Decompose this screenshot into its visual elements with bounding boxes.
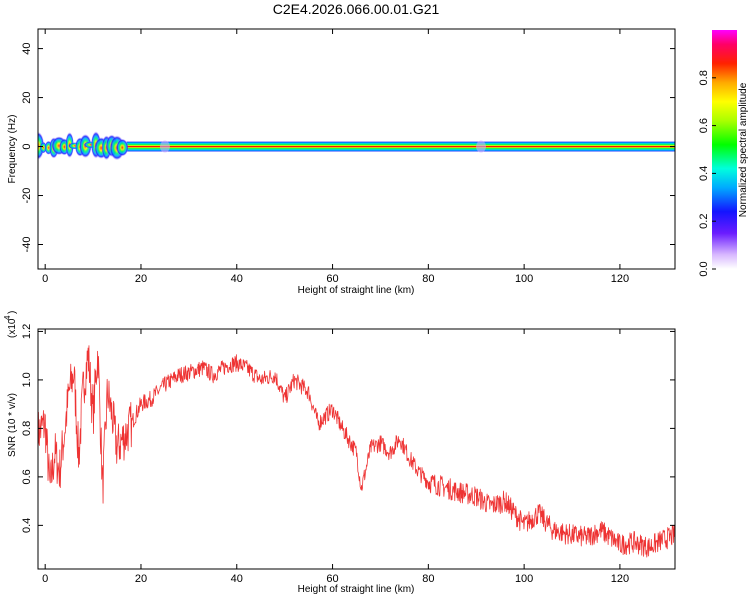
spectrogram-y-axis: -40 -20 0 20 40	[21, 42, 675, 252]
snr-y-tick-label: 0.6	[21, 469, 33, 484]
chart-title: C2E4.2026.066.00.01.G21	[273, 1, 440, 17]
snr-x-tick-label: 20	[135, 573, 147, 585]
spectrogram-y-tick-label: 40	[21, 42, 33, 54]
snr-y-axis: 0.4 0.6 0.8 1.0 1.2	[21, 324, 675, 533]
spectrogram-x-tick-label: 0	[42, 273, 48, 285]
spectrogram-y-tick-label: -40	[21, 237, 33, 253]
colorbar-tick-label: 0.4	[698, 166, 710, 181]
spectrogram-panel: 0 20 40 60 80 100 120 -40 -20 0 20 40 Height of st…	[7, 28, 676, 296]
snr-x-tick-label: 120	[611, 573, 629, 585]
colorbar: 0.0 0.2 0.4 0.6 0.8 Normalized spectral ampl…	[698, 30, 749, 277]
spectrogram-halo	[159, 140, 170, 153]
snr-panel: 0 20 40 60 80 100 120 0.4 0.6 0.8 1.0 1.2 Height o…	[3, 311, 676, 595]
snr-x-tick-label: 100	[515, 573, 533, 585]
snr-y-label: SNR (10 * v/v)	[7, 393, 18, 457]
colorbar-gradient	[712, 30, 737, 269]
colorbar-tick-label: 0.0	[698, 261, 710, 276]
snr-x-tick-label: 80	[422, 573, 434, 585]
colorbar-label: Normalized spectral amplitude	[738, 82, 749, 217]
snr-plot-area	[38, 345, 675, 558]
snr-x-tick-label: 40	[231, 573, 243, 585]
spectrogram-y-label: Frequency (Hz)	[7, 115, 18, 184]
snr-frame	[37, 328, 676, 570]
snr-x-axis: 0 20 40 60 80 100 120	[42, 329, 629, 585]
snr-y-multiplier-base: (x10	[7, 318, 18, 338]
svg-text:): )	[7, 311, 18, 314]
spectrogram-y-tick-label: 20	[21, 91, 33, 103]
snr-y-tick-label: 1.0	[21, 372, 33, 387]
snr-y-tick-label: 0.8	[21, 421, 33, 436]
spectrogram-x-tick-label: 100	[515, 273, 533, 285]
snr-y-tick-label: 1.2	[21, 324, 33, 339]
colorbar-tick-label: 0.8	[698, 70, 710, 85]
snr-series-line	[38, 345, 675, 558]
spectrogram-y-tick-label: -20	[21, 188, 33, 204]
spectrogram-x-axis: 0 20 40 60 80 100 120	[42, 29, 629, 285]
snr-y-tick-label: 0.4	[21, 518, 33, 533]
spectrogram-x-tick-label: 80	[422, 273, 434, 285]
spectrogram-plot-area	[38, 131, 675, 161]
snr-x-label: Height of straight line (km)	[298, 584, 415, 595]
spectrogram-x-tick-label: 20	[135, 273, 147, 285]
snr-x-tick-label: 60	[326, 573, 338, 585]
colorbar-tick-label: 0.2	[698, 214, 710, 229]
spectrogram-cell	[116, 138, 129, 157]
spectrogram-x-label: Height of straight line (km)	[298, 285, 415, 296]
snr-x-tick-label: 0	[42, 573, 48, 585]
spectrogram-frame	[37, 28, 676, 270]
spectrogram-x-tick-label: 120	[611, 273, 629, 285]
snr-y-multiplier: (x10 4 )	[3, 311, 18, 338]
spectrogram-y-tick-label: 0	[21, 143, 33, 149]
colorbar-tick-label: 0.6	[698, 118, 710, 133]
spectrogram-x-tick-label: 40	[231, 273, 243, 285]
spectrogram-halo	[476, 140, 487, 153]
spectrogram-x-tick-label: 60	[326, 273, 338, 285]
colorbar-ticks: 0.0 0.2 0.4 0.6 0.8	[698, 70, 716, 277]
snr-y-multiplier-exponent: 4	[3, 315, 12, 320]
